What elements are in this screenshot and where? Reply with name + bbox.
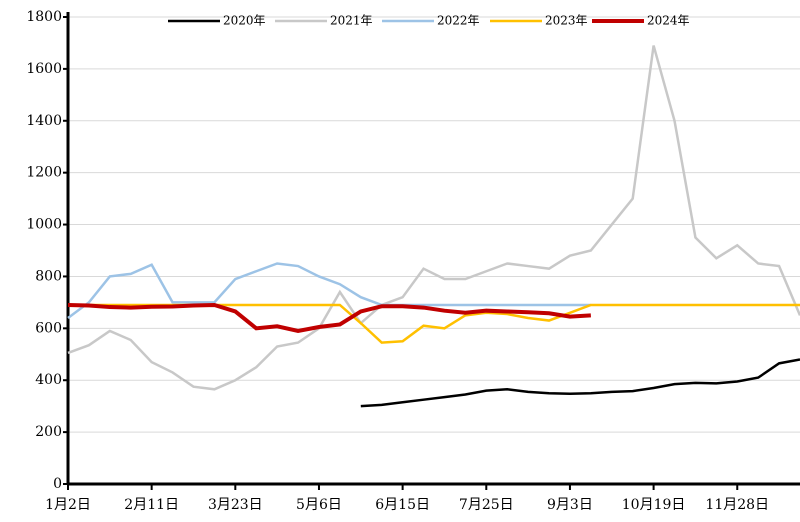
y-tick-label: 1600	[26, 61, 62, 77]
y-tick-label: 1200	[26, 165, 62, 181]
x-tick-label: 11月28日	[705, 497, 769, 513]
series-line	[67, 45, 800, 391]
y-tick-label: 1000	[26, 217, 62, 233]
x-tick-label: 5月6日	[296, 497, 342, 513]
series-line	[360, 358, 800, 408]
legend-label: 2024年	[647, 14, 690, 28]
series-line	[67, 262, 591, 319]
series-line	[67, 302, 591, 333]
y-tick-label: 1800	[26, 9, 62, 25]
x-tick-label: 6月15日	[375, 497, 430, 513]
y-tick-label: 400	[35, 372, 62, 388]
x-tick-label: 7月25日	[459, 497, 514, 513]
x-tick-label: 3月23日	[208, 497, 263, 513]
x-tick-label: 2月11日	[124, 497, 179, 513]
y-tick-label: 200	[35, 424, 62, 440]
y-tick-label: 1400	[26, 113, 62, 129]
y-tick-label: 600	[35, 320, 62, 336]
x-tick-label: 10月19日	[622, 497, 686, 513]
legend-label: 2021年	[330, 14, 373, 28]
legend-label: 2020年	[223, 14, 266, 28]
legend-label: 2022年	[437, 14, 480, 28]
y-tick-label: 800	[35, 268, 62, 284]
y-tick-label: 0	[53, 476, 62, 492]
legend-label: 2023年	[545, 14, 588, 28]
x-tick-label: 9月3日	[547, 497, 593, 513]
x-tick-label: 1月2日	[45, 497, 91, 513]
